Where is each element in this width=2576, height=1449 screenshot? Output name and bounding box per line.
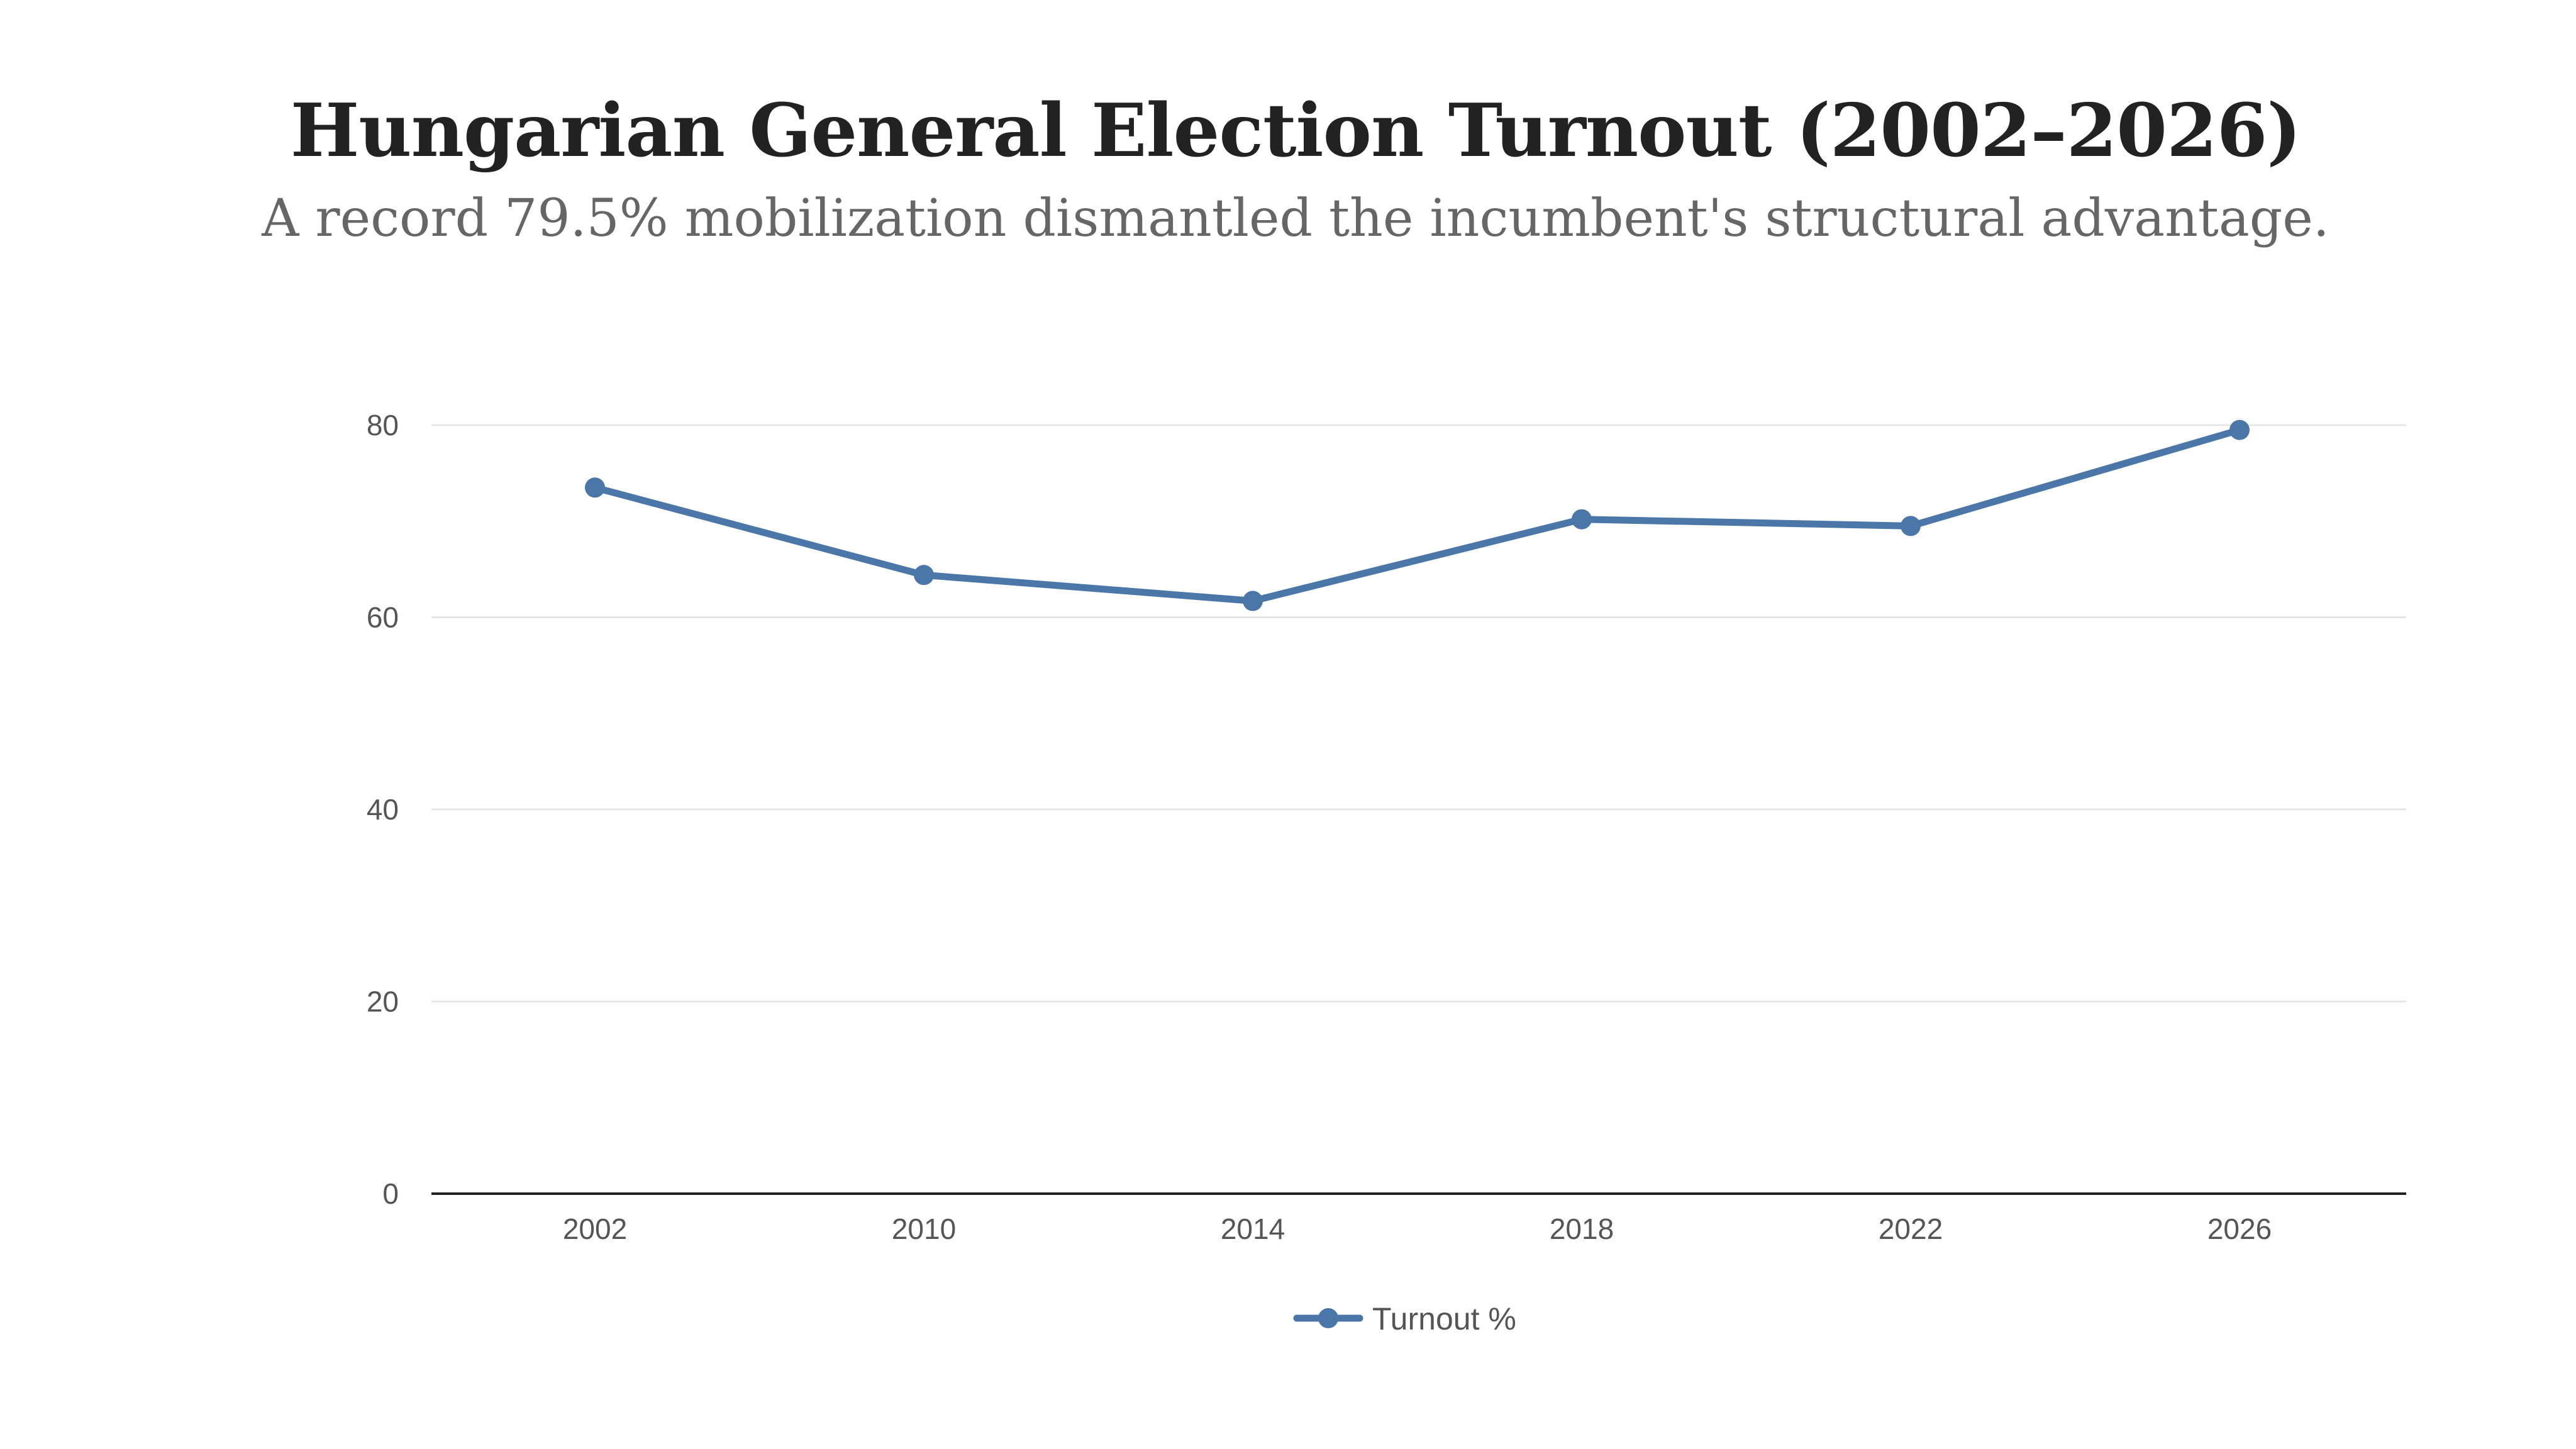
data-point <box>2229 419 2250 440</box>
y-tick-label: 40 <box>367 793 399 826</box>
x-tick-label: 2018 <box>1550 1213 1614 1245</box>
series-line <box>591 426 2243 605</box>
data-point <box>1243 591 1263 611</box>
data-point <box>914 565 934 586</box>
chart-title: Hungarian General Election Turnout (2002… <box>290 88 2302 174</box>
y-tick-label: 60 <box>367 601 399 634</box>
legend-label: Turnout % <box>1372 1301 1516 1336</box>
chart-subtitle: A record 79.5% mobilization dismantled t… <box>262 189 2329 248</box>
x-tick-label: 2014 <box>1221 1213 1285 1245</box>
legend-marker <box>1318 1308 1338 1328</box>
axes: 0 20 40 60 80 2002 2010 2014 2018 2022 2026 <box>367 409 2406 1245</box>
series-layer <box>585 419 2250 611</box>
data-point <box>1572 509 1592 530</box>
grid-lines <box>431 424 2406 1002</box>
y-tick-label: 0 <box>382 1177 399 1210</box>
y-tick-label: 80 <box>367 409 399 441</box>
x-tick-label: 2022 <box>1879 1213 1943 1245</box>
y-tick-label: 20 <box>367 985 399 1018</box>
x-tick-label: 2010 <box>892 1213 956 1245</box>
data-point <box>585 477 605 498</box>
legend: Turnout % <box>1293 1301 1516 1336</box>
data-point <box>1901 516 1921 536</box>
x-tick-label: 2026 <box>2207 1213 2272 1245</box>
x-tick-label: 2002 <box>563 1213 627 1245</box>
